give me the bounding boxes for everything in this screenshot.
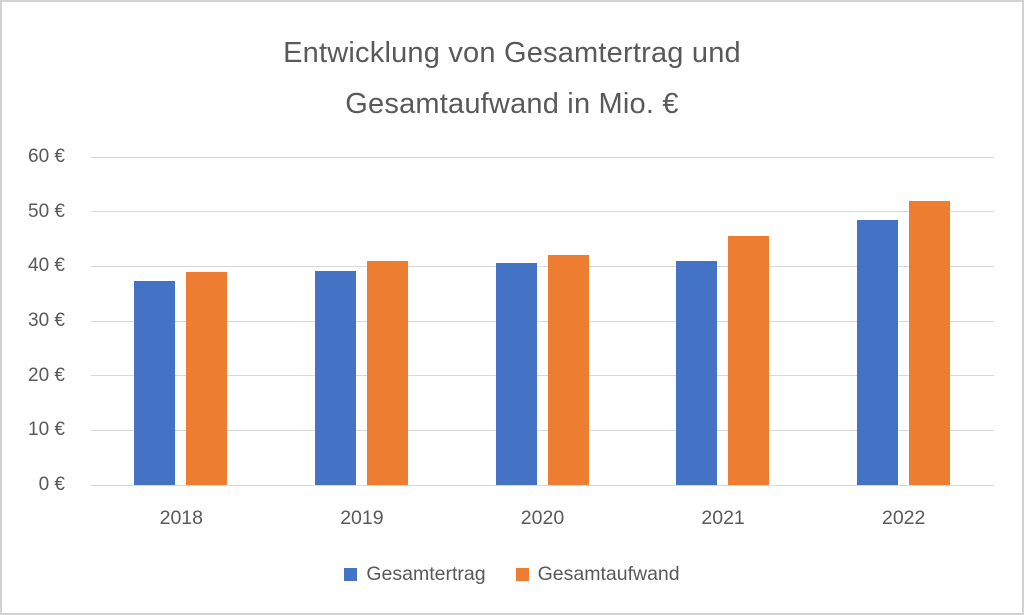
bar-gesamtertrag-2018 [134,280,176,485]
y-axis-tick-label-60: 60 € [28,146,65,167]
gridline-40 [91,265,994,267]
gridline-30 [91,320,994,322]
gridline-0 [91,484,994,486]
chart-title-line-2: Gesamtaufwand in Mio. € [345,88,679,120]
legend-label-gesamtertrag: Gesamtertrag [366,563,486,585]
x-axis-label-2019: 2019 [340,507,384,529]
x-axis-label-2020: 2020 [520,507,565,529]
y-axis-tick-label-40: 40 € [28,255,65,277]
bar-gesamtaufwand-2018 [186,272,228,485]
legend-label-gesamtaufwand: Gesamtaufwand [537,563,680,585]
y-axis-tick-label-50: 50 € [28,200,65,222]
bar-gesamtertrag-2020 [495,263,537,485]
legend-swatch-gesamtertrag [344,567,358,581]
bar-gesamtaufwand-2022 [908,201,950,485]
legend-item-gesamtertrag: Gesamtertrag [344,563,486,585]
bar-gesamtaufwand-2020 [547,255,589,485]
bar-gesamtertrag-2021 [676,260,718,485]
gridline-20 [91,375,994,377]
bar-gesamtertrag-2022 [856,220,898,485]
y-axis-tick-label-0: 0 € [38,474,65,495]
chart-title-line-1: Entwicklung von Gesamtertrag und [283,37,741,69]
legend: Gesamtertrag Gesamtaufwand [2,563,1022,585]
y-axis-tick-label-30: 30 € [28,310,65,331]
bar-gesamtaufwand-2021 [728,236,770,485]
bar-gesamtaufwand-2019 [366,261,408,485]
gridline-50 [91,211,994,213]
bar-gesamtertrag-2019 [314,270,356,485]
x-axis-label-2021: 2021 [701,507,745,529]
gridline-10 [91,429,994,431]
y-axis-tick-label-20: 20 € [28,364,65,386]
legend-item-gesamtaufwand: Gesamtaufwand [515,563,680,585]
x-axis-label-2018: 2018 [159,507,203,529]
chart-title: Entwicklung von Gesamtertrag und Gesamta… [2,28,1022,130]
x-axis-label-2022: 2022 [881,507,926,529]
y-axis-tick-label-10: 10 € [28,419,65,441]
gridline-60 [91,156,994,158]
legend-swatch-gesamtaufwand [515,567,529,581]
